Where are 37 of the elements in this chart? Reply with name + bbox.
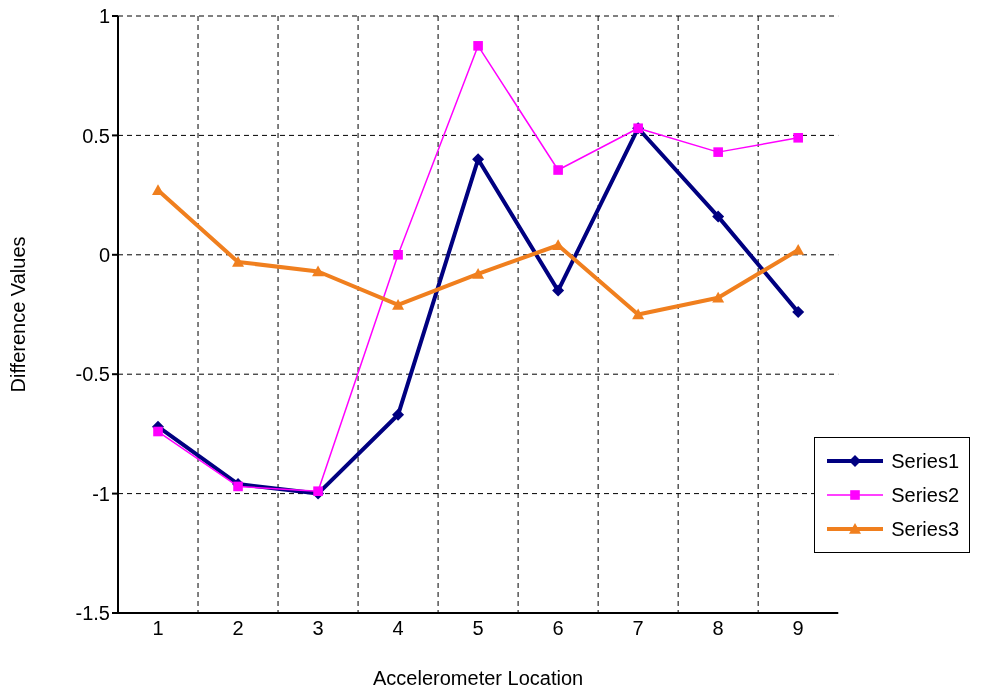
point — [232, 255, 245, 267]
point — [153, 426, 163, 437]
x-tick-label: 1 — [152, 617, 164, 640]
point — [472, 153, 485, 166]
y-tick-label: 0 — [98, 243, 110, 266]
point — [392, 298, 405, 310]
point — [632, 308, 645, 320]
y-tick-label: -1 — [92, 482, 110, 505]
y-tick-label: -0.5 — [75, 363, 110, 386]
x-tick-label: 3 — [312, 617, 324, 640]
y-tick-label: 0.5 — [82, 124, 110, 147]
x-tick-label: 7 — [632, 617, 644, 640]
legend-label: Series2 — [891, 483, 959, 507]
legend-label: Series3 — [891, 517, 959, 541]
y-axis-title: Difference Values — [7, 236, 30, 393]
point — [472, 267, 485, 279]
point — [712, 291, 725, 303]
x-tick-label: 8 — [712, 617, 724, 640]
point — [312, 265, 325, 277]
x-tick-label: 4 — [392, 617, 404, 640]
point — [473, 41, 483, 51]
point — [793, 132, 803, 143]
point — [552, 284, 565, 297]
y-tick-label: 1 — [98, 5, 110, 28]
x-tick-label: 6 — [552, 617, 564, 640]
y-tick-label: -1.5 — [75, 602, 110, 625]
point — [393, 250, 403, 260]
x-tick-label: 9 — [792, 617, 804, 640]
point — [792, 306, 805, 319]
x-tick-label: 2 — [232, 617, 244, 640]
x-axis-title: Accelerometer Location — [373, 667, 584, 689]
point — [553, 165, 563, 175]
point — [712, 210, 725, 223]
x-tick-label: 5 — [472, 617, 484, 640]
point — [392, 408, 405, 421]
legend-label: Series1 — [891, 449, 959, 473]
point — [713, 147, 723, 157]
